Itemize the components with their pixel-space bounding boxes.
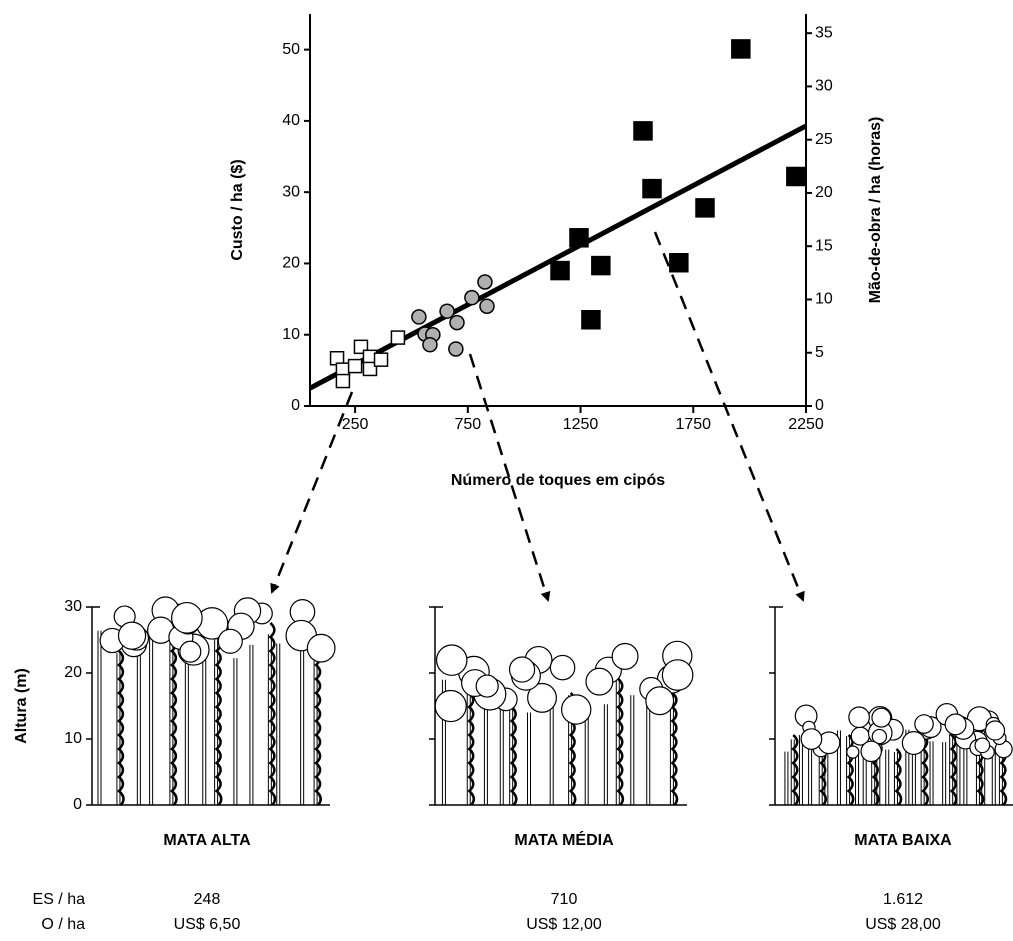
point — [391, 331, 404, 344]
point — [480, 299, 494, 313]
point — [551, 262, 569, 280]
canopy — [945, 714, 966, 735]
point — [634, 122, 652, 140]
canopy — [510, 657, 535, 682]
point — [670, 254, 688, 272]
canopy — [646, 687, 674, 715]
canopy — [476, 675, 498, 697]
y-axis-label: Custo / ha ($) — [229, 159, 246, 260]
point — [570, 229, 588, 247]
point — [449, 342, 463, 356]
y-tick-label: 40 — [282, 112, 300, 129]
panel-tick-label: 20 — [64, 664, 82, 681]
panel-title: MATA ALTA — [163, 832, 251, 849]
canopy — [662, 660, 692, 690]
panel-title: MATA MÉDIA — [514, 830, 614, 849]
custo-value: US$ 6,50 — [174, 916, 241, 933]
x-tick-label: 1250 — [563, 416, 599, 433]
point — [592, 257, 610, 275]
x-tick-label: 1750 — [675, 416, 711, 433]
point — [465, 291, 479, 305]
point — [423, 338, 437, 352]
canopy — [307, 634, 335, 662]
canopy — [915, 715, 933, 733]
y2-axis-label: Mão-de-obra / ha (horas) — [867, 117, 884, 304]
canopy — [975, 738, 990, 753]
y2-tick-label: 30 — [815, 78, 833, 95]
x-tick-label: 750 — [454, 416, 481, 433]
y2-tick-label: 35 — [815, 24, 833, 41]
figure: Número de toques em cipós Custo / ha ($)… — [0, 0, 1013, 941]
x-axis-label: Número de toques em cipós — [451, 472, 665, 489]
canopy — [437, 645, 467, 675]
canopy — [612, 644, 638, 670]
canopy — [849, 707, 870, 728]
row-label: ES / ha — [33, 891, 86, 908]
panel-y-label: Altura (m) — [13, 668, 30, 744]
y-tick-label: 30 — [282, 183, 300, 200]
canopy — [562, 695, 591, 724]
point — [336, 375, 349, 388]
toques-value: 710 — [551, 891, 578, 908]
toques-value: 248 — [194, 891, 221, 908]
canopy — [435, 691, 466, 722]
panel-tick-label: 0 — [73, 796, 82, 813]
canopy — [872, 708, 891, 727]
arrow — [272, 392, 352, 592]
point — [440, 304, 454, 318]
y-tick-label: 50 — [282, 41, 300, 58]
y2-tick-label: 10 — [815, 291, 833, 308]
panel-title: MATA BAIXA — [854, 832, 952, 849]
canopy — [861, 741, 881, 761]
y2-tick-label: 20 — [815, 184, 833, 201]
x-tick-label: 250 — [342, 416, 369, 433]
y-tick-label: 20 — [282, 255, 300, 272]
forest-illustration — [785, 704, 1012, 805]
custo-value: US$ 12,00 — [526, 916, 602, 933]
point — [450, 316, 464, 330]
canopy — [847, 746, 859, 758]
point — [349, 360, 362, 373]
point — [732, 40, 750, 58]
canopy — [172, 603, 203, 634]
canopy — [550, 655, 574, 679]
canopy — [118, 622, 145, 649]
point — [478, 275, 492, 289]
x-tick-label: 2250 — [788, 416, 824, 433]
point — [787, 168, 805, 186]
row-label: O / ha — [41, 916, 85, 933]
y2-tick-label: 0 — [815, 397, 824, 414]
y-tick-label: 0 — [291, 397, 300, 414]
canopy — [801, 729, 822, 750]
canopy — [586, 668, 613, 695]
y2-tick-label: 25 — [815, 131, 833, 148]
canopy — [180, 641, 201, 662]
forest-illustration — [435, 641, 693, 805]
panel-tick-label: 30 — [64, 598, 82, 615]
point — [643, 180, 661, 198]
custo-value: US$ 28,00 — [865, 916, 941, 933]
y2-tick-label: 15 — [815, 237, 833, 254]
canopy — [902, 732, 925, 755]
trend-line — [310, 126, 806, 388]
point — [375, 353, 388, 366]
canopy — [985, 721, 1004, 740]
canopy — [218, 629, 242, 653]
point — [412, 310, 426, 324]
point — [582, 311, 600, 329]
panel-tick-label: 10 — [64, 730, 82, 747]
y2-tick-label: 5 — [815, 344, 824, 361]
point — [696, 199, 714, 217]
y-tick-label: 10 — [282, 326, 300, 343]
forest-illustration — [98, 597, 335, 805]
toques-value: 1.612 — [883, 891, 923, 908]
